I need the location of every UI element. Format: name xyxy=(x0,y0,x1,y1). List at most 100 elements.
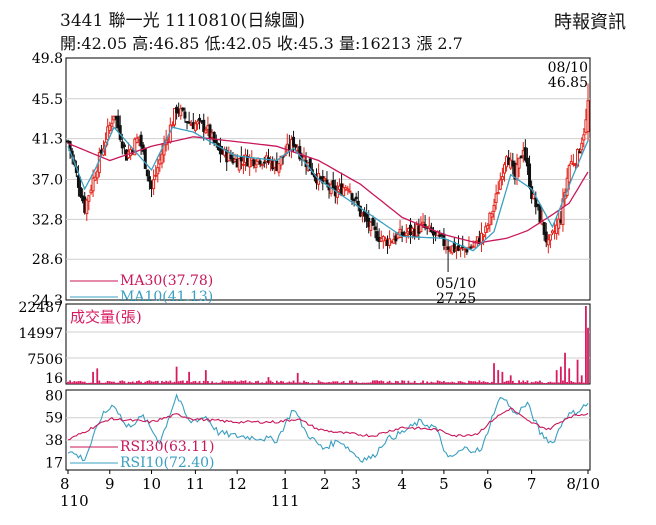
volume-bar xyxy=(305,381,307,384)
candle-body xyxy=(254,164,258,168)
volume-bar xyxy=(376,380,378,384)
volume-bar xyxy=(486,382,489,384)
volume-bar xyxy=(77,381,80,384)
volume-bar xyxy=(288,381,291,384)
candle-body xyxy=(486,225,490,230)
volume-bar xyxy=(123,381,126,384)
volume-bar xyxy=(532,382,535,384)
volume-bar xyxy=(394,380,397,384)
x-tick-year-label: 111 xyxy=(271,492,300,510)
volume-bar xyxy=(87,382,90,384)
x-tick-label: 5 xyxy=(439,475,449,493)
volume-bar xyxy=(250,382,253,384)
volume-bar xyxy=(321,382,324,384)
volume-bar xyxy=(585,306,587,384)
volume-bar xyxy=(269,380,272,384)
volume-bar xyxy=(234,380,236,384)
candle-body xyxy=(198,117,202,121)
candle-body xyxy=(122,144,126,148)
volume-bar xyxy=(119,380,122,384)
volume-bar xyxy=(401,380,404,384)
candle-body xyxy=(277,163,281,173)
candle-body xyxy=(496,192,500,195)
volume-bar xyxy=(161,380,163,384)
volume-bar xyxy=(338,382,341,384)
volume-bar xyxy=(570,381,573,384)
ma30-line xyxy=(67,136,589,244)
volume-bar xyxy=(336,381,339,384)
volume-bar xyxy=(196,382,199,384)
volume-bar xyxy=(524,382,527,384)
volume-bar xyxy=(73,381,76,384)
volume-bar xyxy=(562,380,564,384)
candle-body xyxy=(500,176,504,180)
volume-bar xyxy=(261,382,264,384)
volume-bar xyxy=(346,382,349,384)
volume-bar xyxy=(432,382,435,384)
volume-bar xyxy=(407,380,410,384)
volume-bar xyxy=(181,380,184,384)
volume-bar xyxy=(194,380,197,384)
candle-body xyxy=(517,157,521,169)
candle-body xyxy=(79,187,83,197)
candle-body xyxy=(229,154,233,160)
volume-bar xyxy=(495,383,498,384)
candle-body xyxy=(95,170,99,179)
price-panel xyxy=(66,83,590,273)
volume-bar xyxy=(171,382,174,384)
volume-bar xyxy=(355,381,358,384)
volume-bar xyxy=(455,382,458,384)
volume-bar xyxy=(491,381,493,384)
volume-bar xyxy=(332,381,335,384)
volume-bar xyxy=(476,382,479,384)
volume-bar xyxy=(468,380,470,384)
volume-bar xyxy=(447,382,449,384)
candle-body xyxy=(548,234,552,241)
x-tick-label: 9 xyxy=(105,475,115,493)
volume-bar xyxy=(457,381,460,384)
volume-bar xyxy=(156,380,159,384)
candle-body xyxy=(218,145,222,155)
candle-body xyxy=(76,175,80,188)
volume-bar xyxy=(505,380,508,384)
volume-bar xyxy=(388,380,391,384)
volume-bar xyxy=(317,380,320,384)
volume-bar xyxy=(351,380,353,384)
candle-body xyxy=(371,217,375,226)
x-tick-label: 12 xyxy=(228,475,247,493)
candle-body xyxy=(89,189,93,194)
candle-body xyxy=(170,124,174,127)
volume-bar xyxy=(163,381,165,384)
chart-title: 3441 聯一光 1110810(日線圖) xyxy=(60,11,306,31)
volume-bar xyxy=(267,377,270,384)
volume-bar xyxy=(319,381,322,384)
rsi-tick-label: 17 xyxy=(45,456,63,472)
volume-bar xyxy=(209,383,211,384)
volume-bar xyxy=(511,380,514,384)
volume-bar xyxy=(223,381,226,384)
volume-bar xyxy=(282,381,285,384)
volume-bar xyxy=(113,381,115,384)
volume-bar xyxy=(263,382,266,384)
candle-body xyxy=(133,138,137,156)
volume-bar xyxy=(576,359,579,384)
volume-bar xyxy=(79,380,82,384)
volume-bar xyxy=(353,382,356,384)
candle-body xyxy=(212,131,216,143)
candle-body xyxy=(294,144,298,148)
volume-bar xyxy=(459,381,462,384)
volume-bar xyxy=(415,382,418,384)
volume-panel xyxy=(67,306,589,384)
volume-bar xyxy=(534,381,537,384)
volume-bar xyxy=(138,380,140,384)
candle-body xyxy=(308,158,312,171)
candle-body xyxy=(298,146,302,160)
candle-body xyxy=(442,233,446,247)
volume-bar xyxy=(334,381,337,384)
volume-bar xyxy=(382,381,385,384)
price-tick-label: 28.6 xyxy=(32,252,63,268)
volume-bar xyxy=(399,382,401,384)
volume-bar xyxy=(426,381,429,384)
ma10-legend: MA10(41.13) xyxy=(120,289,213,305)
x-tick-year-label: 110 xyxy=(60,492,89,510)
